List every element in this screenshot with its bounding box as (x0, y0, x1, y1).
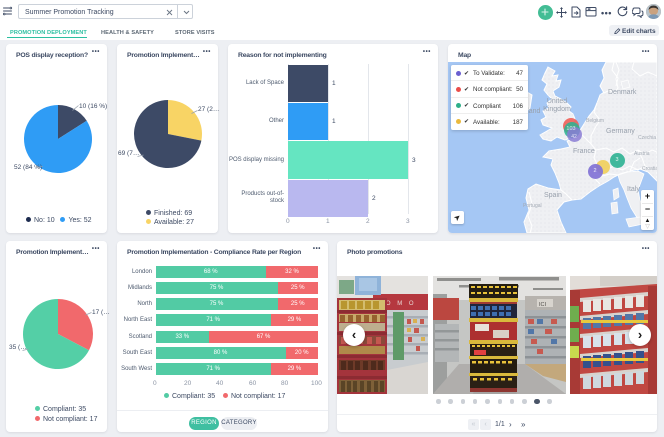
svg-text:O M O: O M O (386, 301, 416, 307)
svg-text:ICI: ICI (539, 302, 547, 308)
